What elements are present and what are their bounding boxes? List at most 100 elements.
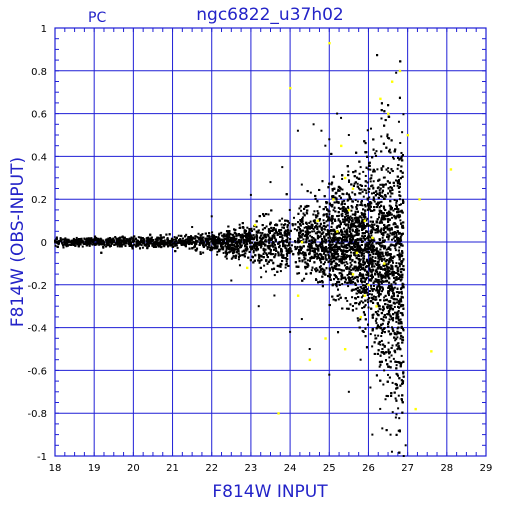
scatter-point xyxy=(361,224,364,227)
scatter-point xyxy=(146,241,149,244)
scatter-point xyxy=(308,231,311,234)
scatter-point xyxy=(346,299,349,302)
scatter-point xyxy=(201,244,204,247)
scatter-point xyxy=(377,250,380,253)
scatter-point xyxy=(391,192,394,195)
scatter-point xyxy=(292,216,295,219)
scatter-point xyxy=(399,318,402,321)
scatter-point xyxy=(222,251,225,254)
scatter-point xyxy=(311,230,314,233)
scatter-point xyxy=(349,246,352,249)
scatter-point xyxy=(346,281,349,284)
scatter-point xyxy=(235,240,238,243)
scatter-point xyxy=(337,258,340,261)
scatter-point xyxy=(397,394,400,397)
scatter-point xyxy=(387,292,390,295)
scatter-point xyxy=(370,185,373,188)
scatter-point xyxy=(374,278,377,281)
scatter-point xyxy=(371,289,374,292)
scatter-point xyxy=(306,259,309,262)
scatter-point xyxy=(388,148,391,151)
scatter-point xyxy=(399,311,402,314)
scatter-point xyxy=(360,201,363,204)
scatter-point xyxy=(390,258,393,261)
scatter-point xyxy=(381,251,384,254)
scatter-point xyxy=(348,271,351,274)
scatter-point xyxy=(282,226,285,229)
scatter-point xyxy=(137,239,140,242)
scatter-point xyxy=(252,249,255,252)
scatter-point xyxy=(375,150,378,153)
scatter-point xyxy=(373,260,376,263)
scatter-point xyxy=(399,141,402,144)
scatter-point xyxy=(294,245,297,248)
scatter-point xyxy=(392,261,395,264)
scatter-point xyxy=(330,266,333,269)
scatter-point xyxy=(325,220,328,223)
scatter-point xyxy=(336,241,339,244)
scatter-point xyxy=(206,247,209,250)
scatter-point xyxy=(331,189,334,192)
scatter-point xyxy=(399,219,402,222)
scatter-point xyxy=(367,274,370,277)
scatter-point xyxy=(343,223,346,226)
scatter-point xyxy=(307,225,310,228)
scatter-point xyxy=(140,244,143,247)
scatter-point xyxy=(381,290,384,293)
scatter-point xyxy=(401,254,404,257)
scatter-point xyxy=(397,319,400,322)
scatter-point xyxy=(252,234,255,237)
scatter-point xyxy=(273,274,276,277)
scatter-point xyxy=(239,246,242,249)
scatter-point xyxy=(354,169,357,172)
scatter-point xyxy=(322,258,325,261)
scatter-point xyxy=(391,238,394,241)
scatter-point xyxy=(271,244,274,247)
scatter-point xyxy=(394,239,397,242)
scatter-point xyxy=(383,183,386,186)
scatter-point xyxy=(154,238,157,241)
scatter-point xyxy=(156,236,159,239)
scatter-point xyxy=(345,257,348,260)
scatter-point xyxy=(146,236,149,239)
scatter-point xyxy=(397,429,400,432)
scatter-point xyxy=(316,226,319,229)
scatter-point xyxy=(290,244,293,247)
scatter-point xyxy=(336,250,339,253)
scatter-point xyxy=(364,268,367,271)
scatter-point xyxy=(383,225,386,228)
scatter-point xyxy=(372,284,375,287)
scatter-point xyxy=(337,189,340,192)
scatter-point xyxy=(348,179,351,182)
scatter-point xyxy=(359,258,362,261)
scatter-point xyxy=(59,237,62,240)
scatter-point xyxy=(332,269,335,272)
scatter-point xyxy=(314,214,317,217)
scatter-point xyxy=(172,238,175,241)
scatter-point xyxy=(342,249,345,252)
scatter-point xyxy=(351,247,354,250)
scatter-point xyxy=(321,240,324,243)
scatter-point xyxy=(240,238,243,241)
scatter-point xyxy=(367,241,370,244)
scatter-point xyxy=(309,220,312,223)
scatter-point xyxy=(313,210,316,213)
scatter-point xyxy=(294,241,297,244)
scatter-point xyxy=(367,232,370,235)
scatter-point xyxy=(328,235,331,238)
scatter-point xyxy=(266,233,269,236)
scatter-point xyxy=(251,245,254,248)
scatter-point xyxy=(395,364,398,367)
scatter-point xyxy=(237,250,240,253)
scatter-point xyxy=(363,255,366,258)
scatter-point xyxy=(225,235,228,238)
scatter-point xyxy=(265,270,268,273)
scatter-point xyxy=(393,199,396,202)
scatter-point xyxy=(216,253,219,256)
scatter-point xyxy=(328,213,331,216)
scatter-point xyxy=(137,236,140,239)
scatter-point xyxy=(395,298,398,301)
scatter-point xyxy=(84,238,87,241)
scatter-point xyxy=(339,221,342,224)
scatter-point xyxy=(177,234,180,237)
